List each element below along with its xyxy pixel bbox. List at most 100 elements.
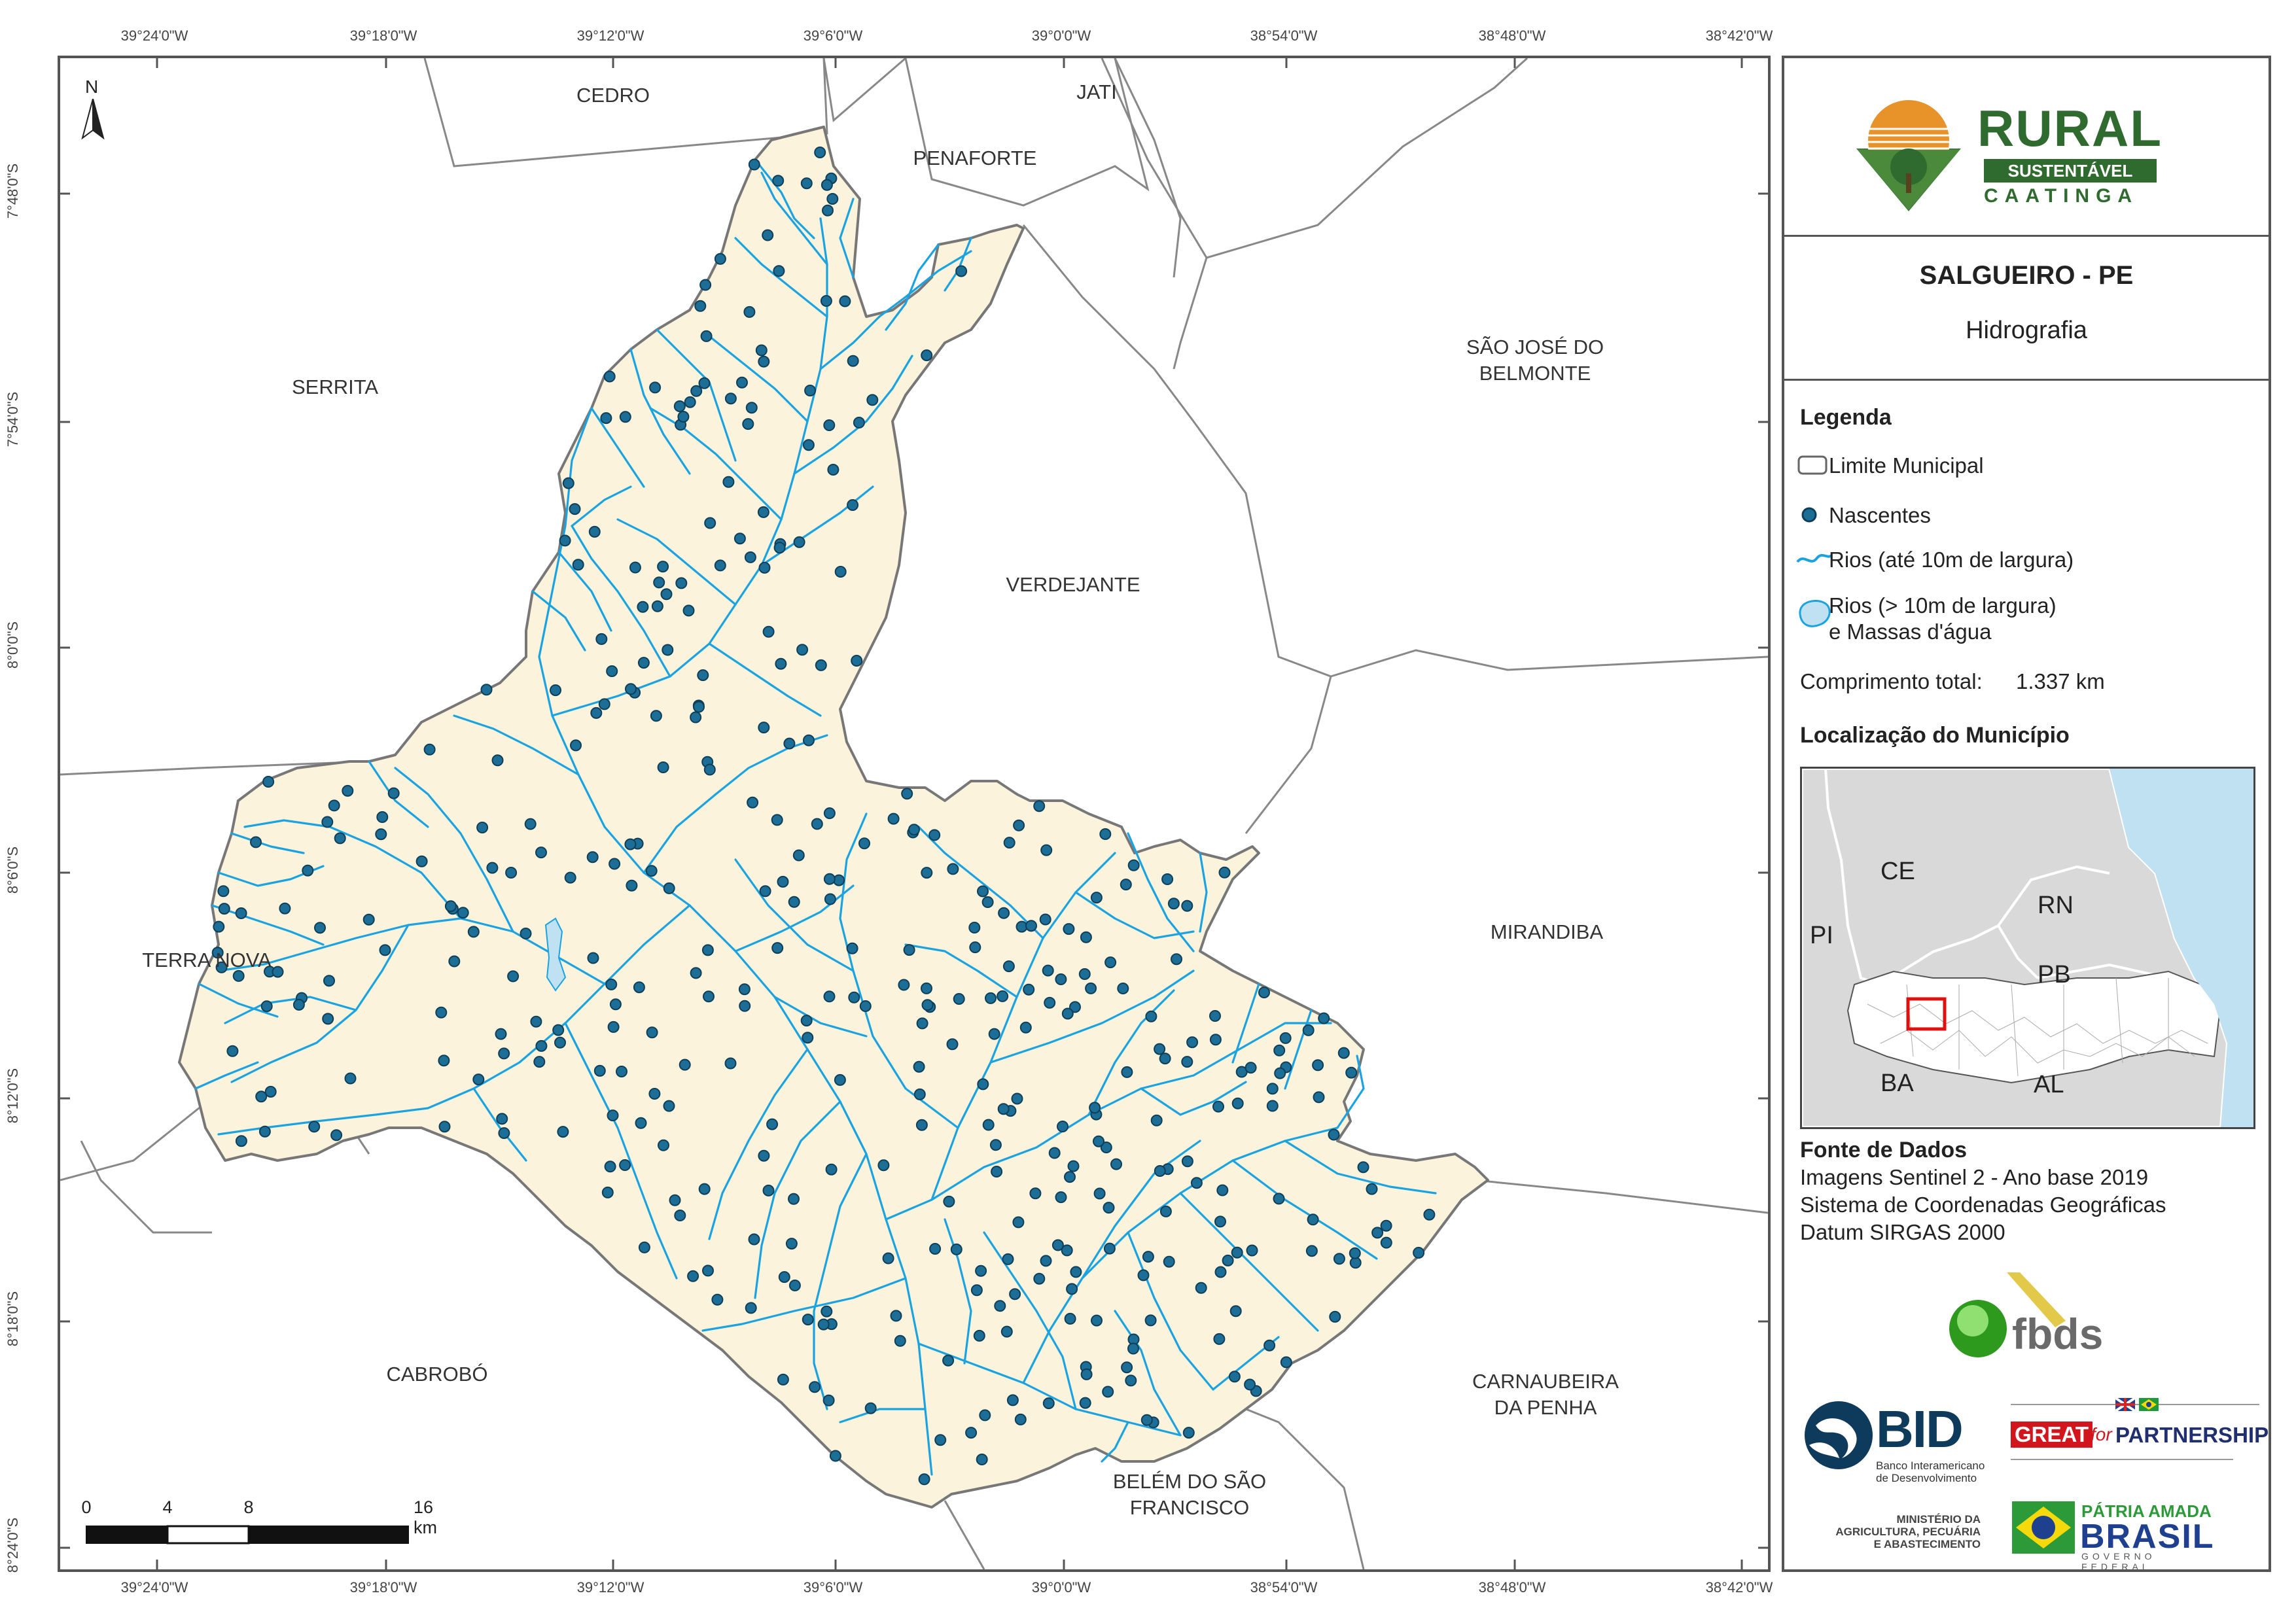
spring-marker — [783, 737, 796, 750]
spring-marker — [747, 796, 759, 809]
spring-marker — [733, 532, 746, 545]
spring-marker — [637, 601, 649, 613]
spring-marker — [851, 655, 863, 667]
spring-marker — [913, 1060, 925, 1073]
spring-marker — [704, 517, 716, 529]
spring-marker — [520, 928, 532, 939]
spring-marker — [637, 657, 650, 669]
spring-marker — [375, 828, 387, 841]
spring-marker — [839, 295, 851, 307]
lon-label: 39°6'0"W — [803, 27, 863, 44]
spring-marker — [698, 377, 711, 389]
spring-marker — [743, 305, 756, 318]
spring-marker — [690, 385, 703, 397]
spring-marker — [903, 944, 915, 956]
spring-marker — [1246, 1244, 1258, 1257]
spring-marker — [1091, 1314, 1103, 1327]
spring-marker — [480, 684, 493, 696]
muni-label-penaforte: PENAFORTE — [913, 147, 1037, 169]
spring-marker — [1171, 953, 1182, 966]
spring-marker — [1040, 844, 1053, 856]
spring-marker — [1011, 1092, 1023, 1105]
spring-marker — [1048, 1147, 1061, 1159]
spring-marker — [1120, 879, 1132, 891]
spring-marker — [1067, 1160, 1080, 1172]
spring-marker — [595, 633, 608, 645]
spring-marker — [1029, 1187, 1042, 1200]
spring-marker — [1266, 1083, 1279, 1095]
spring-marker — [218, 903, 230, 915]
spring-marker — [362, 913, 375, 926]
map-frame[interactable]: N 0 4 8 16 km — [58, 56, 1771, 1572]
lon-label: 38°48'0"W — [1478, 1579, 1546, 1596]
spring-marker — [894, 1335, 906, 1347]
spring-marker — [965, 1427, 978, 1439]
muni-label-mirandiba: MIRANDIBA — [1490, 920, 1604, 943]
spring-marker — [866, 394, 879, 406]
spring-marker — [1380, 1236, 1392, 1249]
spring-marker — [1159, 1205, 1172, 1217]
spring-marker — [1100, 1142, 1112, 1153]
spring-marker — [658, 1139, 669, 1151]
spring-marker — [674, 1210, 686, 1221]
spring-marker — [1380, 1219, 1392, 1232]
spring-marker — [820, 295, 832, 307]
spring-marker — [1057, 1121, 1069, 1132]
spring-marker — [826, 193, 839, 205]
border-verdejante-s — [1245, 676, 1332, 834]
border-verdejante — [1022, 224, 1332, 678]
spring-marker — [314, 922, 326, 934]
spring-marker — [918, 1473, 930, 1486]
rural-logo: RURAL SUSTENTÁVEL CAATINGA — [1850, 95, 2216, 219]
spring-marker — [1019, 1021, 1032, 1034]
spring-marker — [1244, 1378, 1256, 1391]
spring-marker — [650, 710, 662, 722]
spring-marker — [1154, 1165, 1166, 1177]
spring-marker — [1140, 1414, 1153, 1426]
spring-marker — [638, 1241, 650, 1253]
spring-marker — [1009, 1288, 1021, 1300]
spring-marker — [619, 411, 631, 423]
state-label-ba: BA — [1881, 1070, 1914, 1097]
spring-marker — [486, 862, 499, 874]
spring-marker — [788, 1280, 801, 1291]
spring-marker — [882, 1252, 894, 1265]
spring-marker — [1273, 1193, 1285, 1205]
spring-marker — [1042, 964, 1054, 977]
spring-marker — [1181, 1155, 1193, 1168]
muni-label-sao-jose: SÃO JOSÉ DO BELMONTE — [1466, 336, 1604, 385]
muni-label-carnaubeira: CARNAUBEIRA DA PENHA — [1472, 1370, 1619, 1419]
spring-marker — [633, 981, 645, 994]
spring-marker — [1117, 983, 1129, 994]
spring-marker — [722, 476, 735, 488]
spring-marker — [1080, 1368, 1093, 1380]
spring-marker — [321, 816, 334, 828]
spring-marker — [1216, 1184, 1229, 1196]
spring-marker — [1061, 1007, 1074, 1020]
spring-marker — [946, 1038, 959, 1051]
spring-marker — [660, 588, 673, 601]
spring-marker — [1064, 1171, 1076, 1183]
location-inset-map[interactable]: CE RN PB PI BA AL — [1800, 767, 2255, 1129]
spring-marker — [921, 867, 933, 879]
spring-marker — [1302, 1024, 1315, 1036]
spring-marker — [1150, 1114, 1163, 1126]
spring-marker — [1333, 1253, 1345, 1265]
spring-marker — [1209, 1034, 1222, 1046]
state-label-al: AL — [2034, 1071, 2064, 1098]
spring-marker — [1366, 1183, 1378, 1195]
spring-marker — [988, 1028, 1000, 1040]
spring-marker — [215, 961, 228, 973]
spring-marker — [970, 1284, 983, 1297]
scale-label: 0 — [81, 1497, 92, 1517]
divider-line — [2011, 1459, 2233, 1460]
spring-marker — [495, 1028, 507, 1040]
spring-marker — [609, 998, 622, 1011]
spring-marker — [822, 1394, 835, 1406]
spring-marker — [662, 644, 674, 656]
fbds-text: fbds — [2012, 1310, 2104, 1358]
total-length-label: Comprimento total: — [1800, 669, 1983, 693]
spring-marker — [758, 355, 770, 368]
side-panel: RURAL SUSTENTÁVEL CAATINGA SALGUEIRO - P… — [1782, 56, 2271, 1572]
spring-marker — [846, 942, 858, 954]
